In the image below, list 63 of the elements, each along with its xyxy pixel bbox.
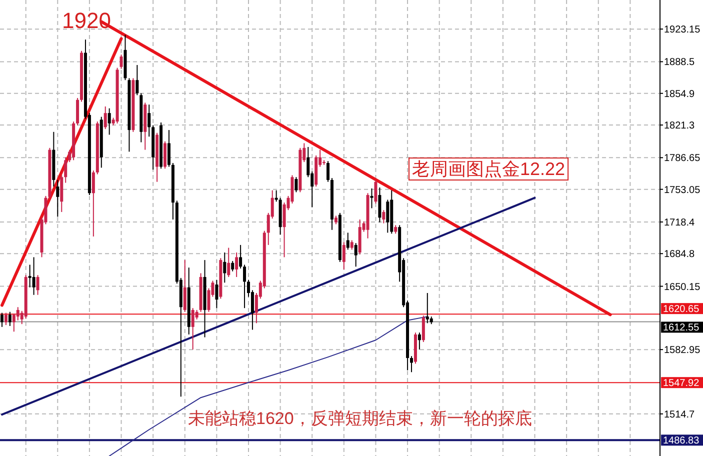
y-tick-label: 1684.8 (664, 249, 696, 260)
candlestick (136, 64, 139, 96)
y-tick-label: 1854.9 (664, 88, 696, 100)
ref-line-label: 1612.55 (663, 322, 700, 334)
ref-line-label: 1620.65 (663, 304, 700, 316)
y-tick-label: 1514.7 (664, 409, 696, 420)
candlestick (215, 279, 218, 309)
candlestick (326, 160, 330, 182)
candlestick (28, 264, 32, 288)
candlestick (231, 260, 234, 272)
candlestick (346, 232, 350, 250)
candlestick (382, 210, 386, 224)
candlestick (183, 260, 186, 312)
y-tick-label: 1888.5 (664, 57, 696, 68)
annotation: 老周画图点金12.22 (412, 159, 566, 179)
candlestick (243, 264, 246, 309)
candlestick (64, 156, 68, 184)
candlestick (426, 292, 429, 324)
candlestick (32, 256, 36, 296)
candlestick (422, 315, 425, 342)
candlestick (235, 252, 238, 278)
candlestick (104, 106, 107, 130)
candlestick (56, 179, 60, 218)
candlestick (374, 179, 378, 204)
candlestick (0, 312, 4, 328)
y-tick-label: 1821.3 (664, 120, 696, 132)
candlestick (378, 186, 382, 223)
candlestick (108, 108, 111, 136)
candlestick (342, 242, 346, 270)
y-tick-label: 1718.4 (664, 217, 696, 228)
y-tick-label: 1786.65 (664, 153, 701, 164)
candlestick (92, 170, 95, 237)
candlestick (350, 240, 354, 250)
ref-line-label: 1486.83 (663, 436, 700, 447)
candlestick (370, 188, 374, 209)
candlestick (223, 252, 226, 284)
candlestick (418, 332, 421, 350)
annotation: 未能站稳1620，反弹短期结束，新一轮的探底 (188, 409, 532, 428)
y-tick-label: 1650.15 (664, 282, 701, 293)
candlestick (354, 242, 358, 268)
candlestick (191, 308, 194, 350)
candlestick (410, 356, 414, 373)
candlestick (386, 199, 390, 234)
candlestick (76, 97, 80, 126)
y-tick-label: 1923.15 (664, 24, 701, 36)
y-tick-label: 1582.95 (664, 345, 701, 356)
candlestick (36, 274, 40, 296)
candlestick (120, 54, 123, 70)
y-tick-label: 1753.05 (664, 184, 701, 196)
ref-line-label: 1547.92 (663, 378, 700, 390)
candlestick (8, 311, 12, 326)
candlestick (12, 313, 16, 332)
annotation: 1920 (62, 8, 111, 33)
candlestick (16, 306, 20, 321)
line-series (108, 316, 428, 456)
candlestick (227, 247, 230, 278)
candlestick (282, 202, 286, 258)
candlestick (239, 244, 242, 270)
candlestick (167, 130, 170, 168)
candlestick (294, 176, 298, 193)
candlestick (4, 312, 8, 326)
candlestick (148, 104, 151, 138)
candlestick (164, 140, 166, 170)
